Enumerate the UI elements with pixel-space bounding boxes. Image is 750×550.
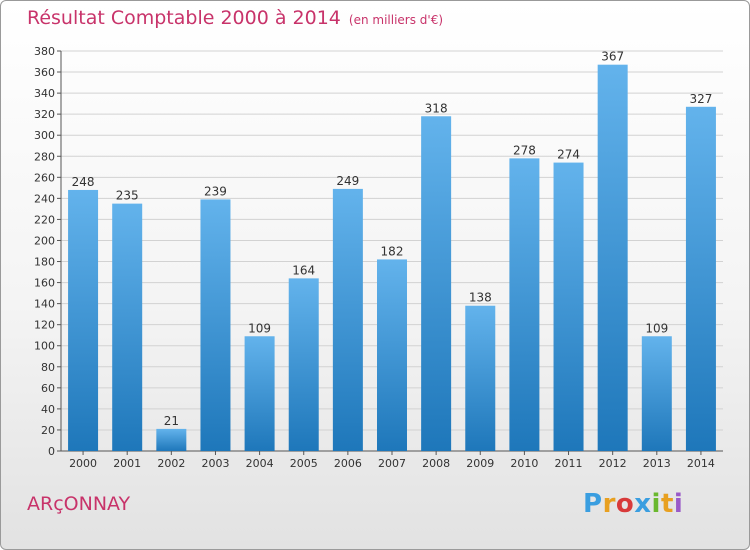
y-tick-label: 20 (41, 424, 55, 437)
y-tick-label: 220 (34, 213, 55, 226)
bar (156, 428, 187, 451)
y-tick-label: 240 (34, 192, 55, 205)
y-tick-label: 40 (41, 403, 55, 416)
brand-letter: P (583, 489, 603, 519)
chart-title-main: Résultat Comptable 2000 à 2014 (27, 7, 341, 29)
data-label: 318 (425, 101, 448, 115)
bar (244, 336, 275, 451)
data-label: 367 (601, 50, 624, 64)
data-label: 249 (336, 174, 359, 188)
y-tick-label: 120 (34, 319, 55, 332)
y-tick-label: 100 (34, 340, 55, 353)
y-tick-label: 80 (41, 361, 55, 374)
chart-subtitle: (en milliers d'€) (348, 13, 444, 27)
y-tick-label: 180 (34, 256, 55, 269)
data-label: 327 (689, 92, 712, 106)
x-tick-label: 2006 (334, 457, 362, 470)
bar (377, 259, 407, 451)
data-label: 21 (164, 414, 179, 428)
y-tick-label: 320 (34, 108, 55, 121)
x-tick-label: 2005 (290, 457, 318, 470)
bar (509, 158, 540, 452)
x-tick-label: 2013 (643, 457, 671, 470)
data-label: 182 (381, 244, 404, 258)
y-tick-label: 360 (34, 66, 55, 79)
x-tick-label: 2011 (555, 457, 583, 470)
y-tick-label: 200 (34, 234, 55, 247)
y-tick-label: 60 (41, 382, 55, 395)
bar (332, 188, 363, 452)
y-tick-label: 380 (34, 45, 55, 58)
x-tick-label: 2010 (510, 457, 538, 470)
bar (465, 305, 496, 451)
data-label: 109 (248, 321, 271, 335)
data-label: 164 (292, 263, 315, 277)
x-tick-label: 2000 (69, 457, 97, 470)
data-label: 239 (204, 184, 227, 198)
x-tick-label: 2004 (246, 457, 274, 470)
x-tick-label: 2007 (378, 457, 406, 470)
x-tick-label: 2009 (466, 457, 494, 470)
x-tick-label: 2001 (113, 457, 141, 470)
bar (597, 64, 628, 452)
bar (641, 336, 672, 451)
x-tick-label: 2008 (422, 457, 450, 470)
data-label: 138 (469, 291, 492, 305)
bar (200, 199, 231, 451)
brand-letter: i (673, 489, 684, 519)
brand-letter: x (634, 489, 652, 519)
data-label: 278 (513, 143, 536, 157)
brand-logo: Proxiti (583, 489, 683, 519)
data-label: 109 (645, 321, 668, 335)
place-name: ARçONNAY (27, 493, 131, 515)
y-tick-label: 300 (34, 129, 55, 142)
y-tick-label: 340 (34, 87, 55, 100)
bar (553, 162, 584, 451)
y-tick-label: 140 (34, 298, 55, 311)
brand-letter: r (602, 489, 616, 519)
data-label: 235 (116, 189, 139, 203)
bar (112, 203, 143, 451)
x-tick-label: 2012 (599, 457, 627, 470)
x-tick-label: 2003 (201, 457, 229, 470)
chart-title: Résultat Comptable 2000 à 2014 (en millie… (27, 7, 443, 29)
data-label: 274 (557, 148, 580, 162)
y-tick-label: 260 (34, 171, 55, 184)
brand-letter: o (615, 489, 635, 519)
brand-letter: i (651, 489, 661, 519)
bar (421, 116, 452, 452)
brand-letter: t (660, 489, 674, 519)
x-tick-label: 2002 (157, 457, 185, 470)
bar (68, 189, 99, 451)
x-tick-label: 2014 (687, 457, 715, 470)
data-label: 248 (72, 175, 95, 189)
y-tick-label: 0 (48, 445, 55, 458)
bar (685, 106, 716, 451)
y-tick-label: 160 (34, 277, 55, 290)
bar (288, 278, 319, 451)
y-tick-label: 280 (34, 150, 55, 163)
